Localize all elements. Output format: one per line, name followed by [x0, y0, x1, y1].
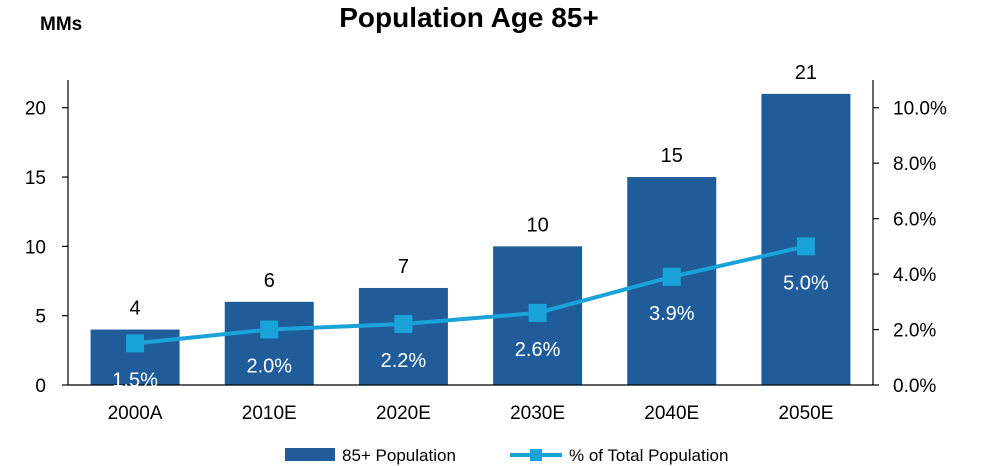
x-axis-tick-label: 2010E — [242, 403, 297, 424]
bar-value-label: 21 — [795, 62, 817, 84]
line-series — [126, 237, 815, 353]
line-marker — [528, 303, 547, 322]
right-axis-tick-label: 10.0% — [893, 99, 947, 120]
legend-line-marker — [530, 449, 542, 461]
line-marker — [662, 267, 681, 286]
x-axis-tick-label: 2000A — [108, 403, 163, 424]
x-axis: 2000A 2010E 2020E 2030E 2040E 2050E — [68, 384, 873, 424]
bar — [358, 287, 448, 385]
left-axis-tick-label: 5 — [35, 307, 46, 328]
x-axis-tick-label: 2030E — [510, 403, 565, 424]
bar-value-label: 6 — [264, 270, 275, 292]
line-value-labels: 1.5% 2.0% 2.2% 2.6% 3.9% 5.0% — [112, 272, 829, 391]
right-axis-tick-label: 6.0% — [893, 210, 936, 231]
line-value-label: 2.2% — [381, 350, 427, 372]
left-axis-tick-label: 15 — [25, 168, 46, 189]
right-axis-tick-label: 0.0% — [893, 376, 936, 397]
line-value-label: 3.9% — [649, 303, 695, 325]
legend: 85+ Population % of Total Population — [285, 446, 728, 465]
right-axis-tick-label: 4.0% — [893, 265, 936, 286]
bar-series — [90, 93, 851, 385]
bar — [224, 301, 314, 385]
legend-bar-label: 85+ Population — [342, 446, 456, 465]
line-value-label: 2.6% — [515, 339, 561, 361]
legend-bar-swatch — [285, 448, 335, 461]
bar-value-label: 4 — [130, 298, 141, 320]
right-axis-tick-label: 2.0% — [893, 321, 936, 342]
line-value-label: 5.0% — [783, 272, 829, 294]
bar-value-label: 10 — [526, 214, 548, 236]
bar-value-label: 7 — [398, 256, 409, 278]
x-axis-tick-label: 2050E — [778, 403, 833, 424]
line-series-path — [134, 244, 807, 346]
line-value-label: 2.0% — [246, 356, 292, 378]
left-axis-tick-label: 0 — [35, 376, 46, 397]
line-marker — [394, 315, 413, 333]
line-marker — [126, 334, 145, 353]
left-axis-tick-label: 20 — [25, 99, 46, 120]
bar-value-labels: 4 6 7 10 15 21 — [130, 62, 818, 320]
left-axis: 0 5 10 15 20 — [25, 80, 69, 397]
right-axis-tick-label: 8.0% — [893, 154, 936, 175]
x-axis-tick-label: 2040E — [644, 403, 699, 424]
line-marker — [260, 320, 279, 339]
left-axis-tick-label: 10 — [25, 237, 46, 258]
bar-value-label: 15 — [661, 145, 683, 167]
right-axis: 0.0% 2.0% 4.0% 6.0% 8.0% 10.0% — [872, 80, 947, 397]
x-axis-tick-label: 2020E — [376, 403, 431, 424]
legend-line-label: % of Total Population — [569, 446, 728, 465]
left-axis-unit-label: MMs — [40, 14, 82, 35]
chart-title: Population Age 85+ — [339, 2, 599, 33]
line-value-label: 1.5% — [112, 369, 158, 391]
line-marker — [796, 237, 815, 256]
